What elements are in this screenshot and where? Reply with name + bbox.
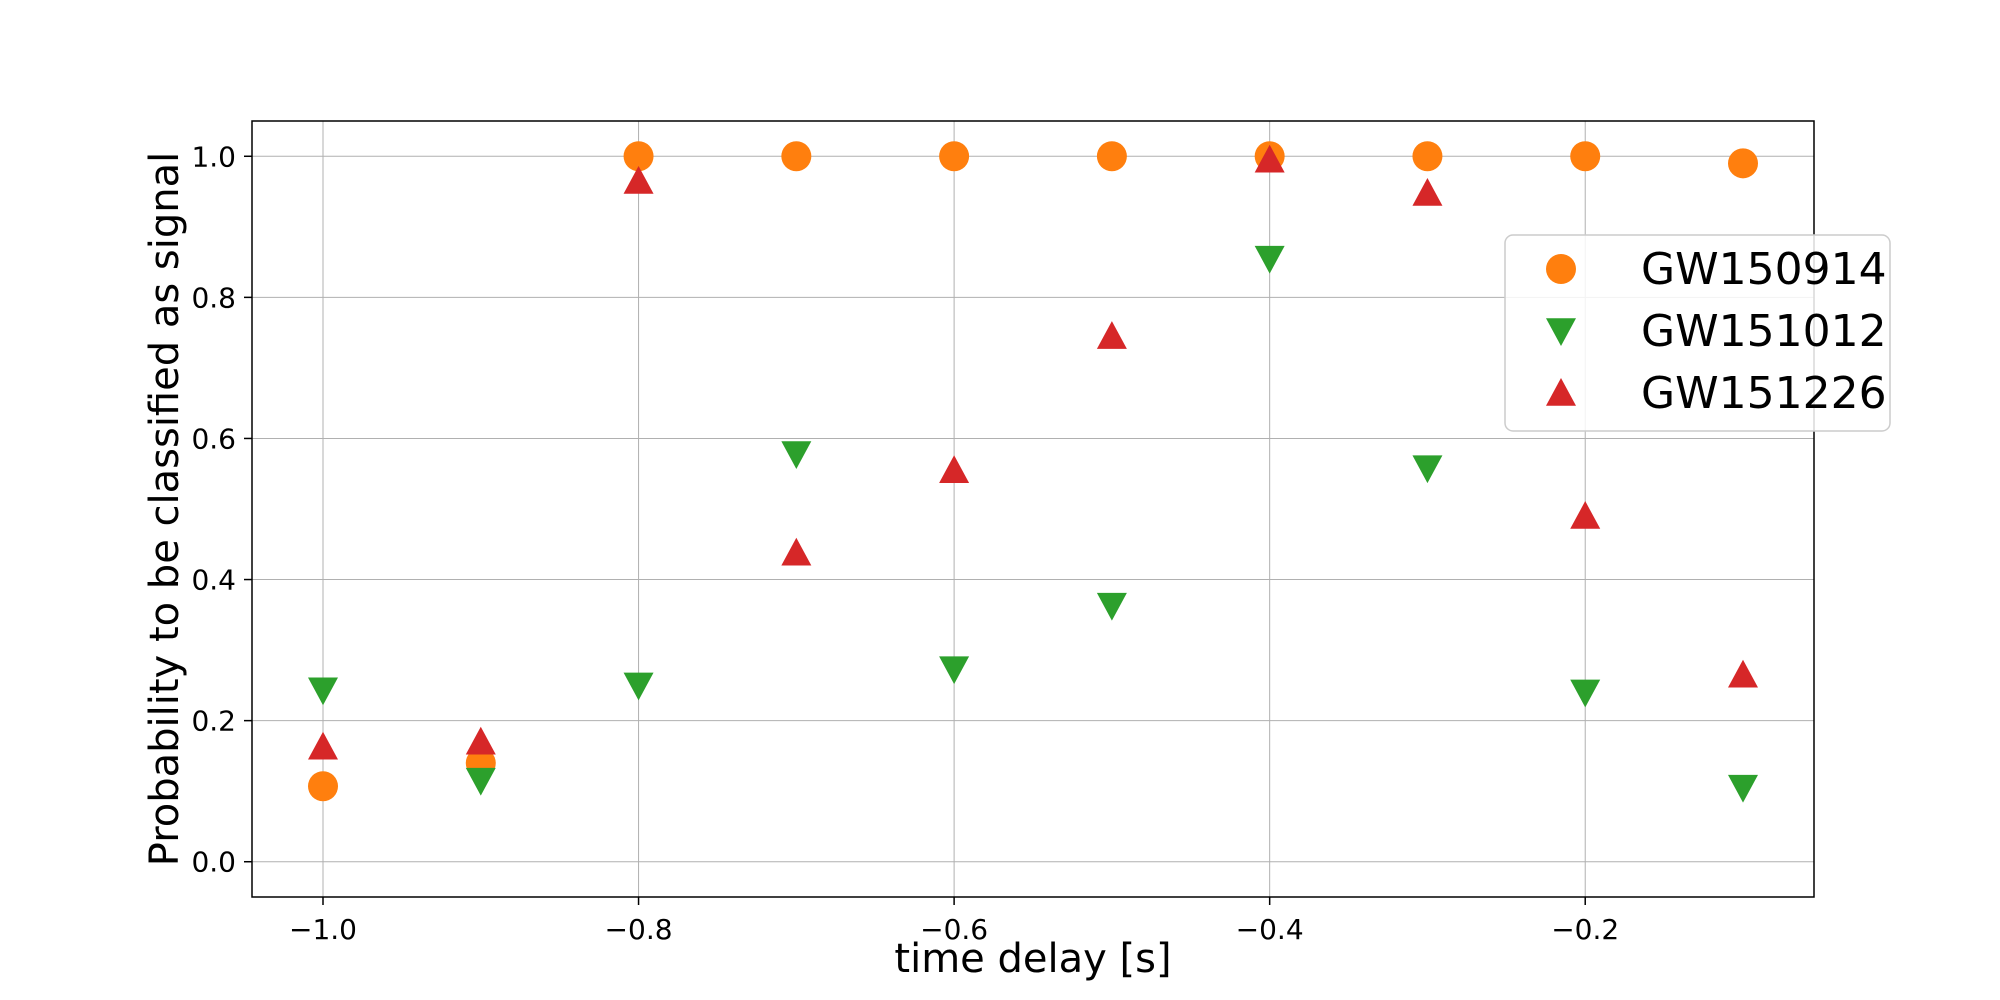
data-point (1096, 592, 1127, 621)
series-gw151226 (308, 144, 1758, 760)
data-point (308, 771, 338, 802)
data-point (1254, 245, 1285, 274)
data-point (1412, 455, 1443, 484)
data-point (1570, 141, 1601, 172)
series-gw151012 (308, 245, 1758, 803)
x-tick-label: −0.2 (1551, 913, 1619, 946)
data-point (939, 455, 970, 483)
data-point (1412, 141, 1443, 172)
legend-label: GW151012 (1641, 306, 1887, 357)
data-point (1570, 501, 1601, 529)
data-point (308, 677, 338, 706)
legend-marker (1546, 378, 1576, 406)
data-point (1728, 774, 1758, 803)
data-point (781, 441, 812, 469)
data-point (1728, 659, 1758, 688)
y-axis-title: Probability to be classified as signal (142, 152, 188, 866)
x-tick-label: −0.8 (605, 913, 673, 946)
x-tick-label: −0.4 (1236, 913, 1304, 946)
x-tick-label: −1.0 (289, 913, 357, 946)
legend-label: GW151226 (1641, 368, 1887, 419)
data-point (623, 141, 654, 172)
legend-label: GW150914 (1641, 244, 1887, 295)
data-point (1728, 148, 1758, 179)
data-points (308, 141, 1758, 803)
data-point (1254, 144, 1285, 173)
x-tick-label: −0.6 (920, 913, 988, 946)
legend: GW150914 GW151012 GW151226 (1504, 234, 1891, 432)
data-point (781, 537, 812, 566)
data-point (1096, 321, 1127, 349)
data-point (1096, 141, 1127, 172)
data-point (465, 726, 496, 755)
y-tick-label: 0.2 (191, 705, 236, 738)
y-tick-label: 0.8 (191, 281, 236, 314)
legend-marker (1546, 318, 1576, 346)
plot-frame (251, 120, 1815, 898)
y-tick-label: 0.6 (191, 422, 236, 455)
data-point (781, 141, 812, 172)
data-point (1570, 679, 1601, 708)
x-axis-title: time delay [s] (894, 936, 1171, 982)
data-point (308, 731, 338, 760)
data-point (623, 165, 654, 194)
y-tick-label: 1.0 (191, 140, 236, 173)
y-tick-label: 0.4 (191, 564, 236, 597)
y-tick-label: 0.0 (191, 846, 236, 879)
legend-box (1504, 234, 1891, 432)
data-point (623, 672, 654, 701)
legend-marker (1546, 254, 1576, 284)
data-point (1412, 177, 1443, 206)
data-point (939, 141, 970, 172)
axis-ticks: −1.0 −0.8 −0.6 −0.4 −0.2 0.0 0.2 0.4 0.6 0.8 1.0 (191, 140, 1619, 946)
data-point (939, 656, 970, 685)
data-point (465, 767, 496, 796)
